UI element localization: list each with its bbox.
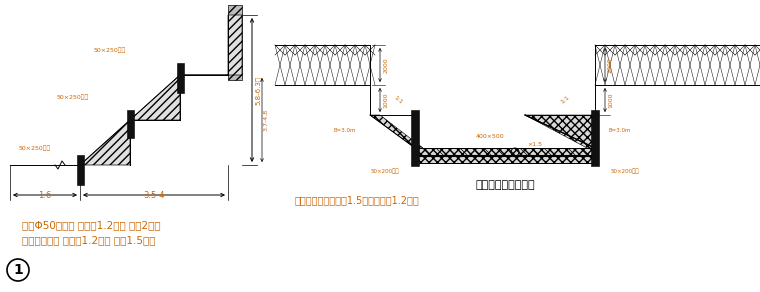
Text: 1:1: 1:1	[560, 95, 571, 105]
Polygon shape	[415, 148, 595, 163]
Text: 3.5-4: 3.5-4	[143, 191, 165, 200]
Text: 3.7-4.8: 3.7-4.8	[264, 109, 269, 131]
Bar	[411, 110, 419, 166]
Bar	[177, 63, 184, 93]
Text: 1.6: 1.6	[38, 191, 52, 200]
Text: 5.8-6.3米: 5.8-6.3米	[255, 75, 261, 105]
Text: 槽底用木栖， 栖距为1.2米， 栖长1.5米。: 槽底用木栖， 栖距为1.2米， 栖长1.5米。	[22, 235, 156, 245]
Text: 50×200活板: 50×200活板	[611, 168, 639, 173]
Text: 400×500: 400×500	[476, 133, 505, 138]
Text: ×1.5: ×1.5	[527, 142, 542, 147]
Text: 基槽开挖及支护方案: 基槽开挖及支护方案	[475, 180, 535, 190]
Bar	[591, 110, 599, 166]
Text: 50×200活板: 50×200活板	[371, 168, 399, 173]
Text: 1:1: 1:1	[393, 95, 404, 105]
Polygon shape	[525, 115, 595, 148]
Text: 栖：Φ50锤管， 栖距为1.2米， 栖长2米，: 栖：Φ50锤管， 栖距为1.2米， 栖长2米，	[22, 220, 160, 230]
Text: B=3.0m: B=3.0m	[334, 128, 356, 133]
Text: 2000: 2000	[383, 57, 388, 73]
Bar	[77, 155, 84, 185]
Polygon shape	[370, 115, 423, 148]
Text: 注：基槽栖高不小于1.5米，栖距为1.2米。: 注：基槽栖高不小于1.5米，栖距为1.2米。	[295, 195, 420, 205]
Text: 2000: 2000	[608, 57, 613, 73]
Bar	[127, 110, 134, 138]
Text: 50×250活板: 50×250活板	[94, 47, 126, 53]
Text: 50×250活板: 50×250活板	[19, 145, 51, 151]
Text: B=3.0m: B=3.0m	[609, 128, 632, 133]
Text: 1000: 1000	[608, 92, 613, 108]
Text: 50×250活板: 50×250活板	[57, 94, 89, 100]
Text: 1000: 1000	[383, 92, 388, 108]
Polygon shape	[80, 15, 242, 165]
Polygon shape	[228, 5, 242, 80]
Text: 1: 1	[13, 263, 23, 277]
